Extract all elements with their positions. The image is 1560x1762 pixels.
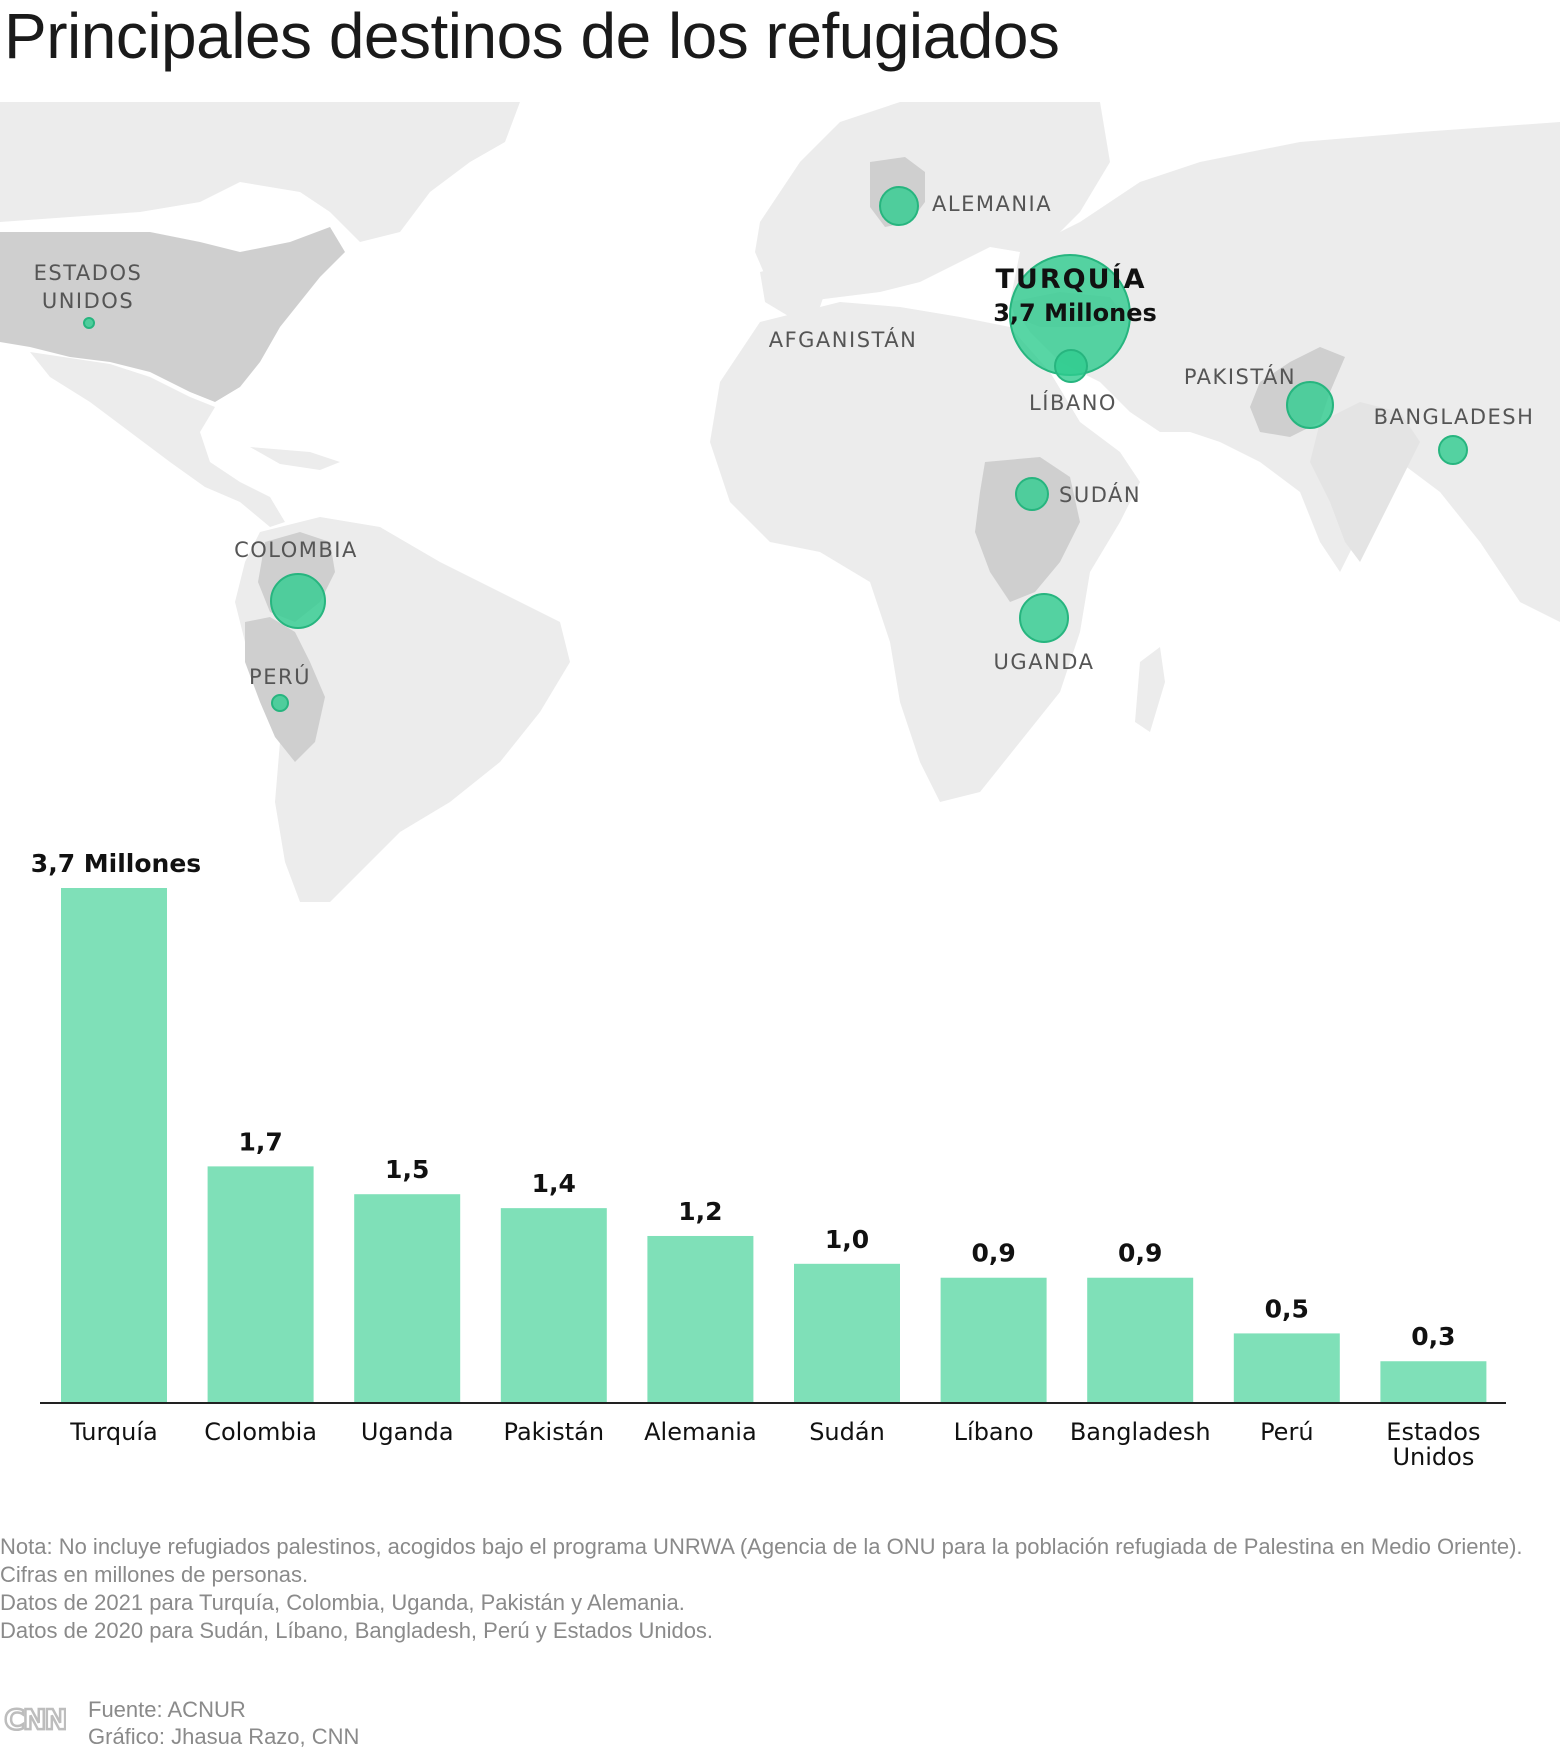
- label-sudan: SUDÁN: [1059, 482, 1141, 507]
- bubble-estados-unidos: [83, 317, 95, 329]
- bar-peru: [1233, 1333, 1340, 1403]
- category-label-estados-unidos-2: Unidos: [1392, 1443, 1474, 1471]
- value-labels-group: 3,7 Millones 1,7 1,5 1,4 1,2 1,0 0,9 0,9 0,5 0,3: [31, 849, 1456, 1351]
- note-line-3: Datos de 2020 para Sudán, Líbano, Bangla…: [0, 1618, 714, 1643]
- label-libano: LÍBANO: [1029, 390, 1117, 415]
- category-label-pakistan: Pakistán: [504, 1418, 605, 1446]
- map-bubbles: [83, 186, 1468, 712]
- land-peru: [245, 617, 325, 762]
- land-iberia: [760, 262, 830, 317]
- land-north-america: [0, 102, 520, 242]
- value-label-pakistan: 1,4: [532, 1169, 576, 1198]
- map-land: [0, 102, 1560, 902]
- land-usa: [0, 227, 345, 402]
- footer: CNN Fuente: ACNUR Gráfico: Jhasua Razo, …: [0, 1684, 700, 1754]
- category-label-colombia: Colombia: [204, 1418, 317, 1446]
- bubble-colombia: [270, 573, 326, 629]
- bar-colombia: [207, 1166, 314, 1403]
- bar-uganda: [354, 1194, 461, 1403]
- label-peru: PERÚ: [249, 664, 311, 689]
- category-label-turquia: Turquía: [69, 1418, 158, 1446]
- land-africa: [710, 302, 1140, 802]
- bar-alemania: [647, 1235, 754, 1403]
- bubble-libano: [1054, 349, 1088, 383]
- value-label-estados-unidos: 0,3: [1411, 1322, 1455, 1351]
- land-caribbean: [250, 447, 340, 470]
- cnn-logo-text: CNN: [4, 1703, 65, 1736]
- bar-pakistan: [500, 1208, 607, 1403]
- category-label-uganda: Uganda: [361, 1418, 454, 1446]
- bubble-peru: [271, 694, 289, 712]
- label-alemania: ALEMANIA: [932, 192, 1052, 216]
- bar-sudan: [794, 1263, 900, 1403]
- land-mexico: [30, 352, 285, 527]
- label-turquia-value: 3,7 Millones: [993, 299, 1157, 327]
- value-label-uganda: 1,5: [385, 1155, 429, 1184]
- bar-estados-unidos: [1380, 1361, 1487, 1403]
- notes: Nota: No incluye refugiados palestinos, …: [0, 1533, 1555, 1645]
- bubble-bangladesh: [1438, 435, 1468, 465]
- category-labels-group: Turquía Colombia Uganda Pakistán Alemania Sud…: [69, 1418, 1480, 1471]
- label-afganistan: AFGANISTÁN: [769, 327, 918, 352]
- credit-text: Gráfico: Jhasua Razo, CNN: [88, 1724, 360, 1749]
- value-label-turquia: 3,7 Millones: [31, 849, 201, 878]
- value-label-peru: 0,5: [1265, 1294, 1309, 1323]
- land-europe: [755, 102, 1110, 302]
- bars-group: [61, 888, 1487, 1403]
- world-map: ESTADOS UNIDOS ALEMANIA TURQUÍA 3,7 Mill…: [0, 102, 1560, 902]
- value-label-colombia: 1,7: [238, 1127, 282, 1156]
- land-sudan: [975, 457, 1080, 602]
- label-pakistan: PAKISTÁN: [1184, 364, 1296, 389]
- bubble-alemania: [879, 186, 919, 226]
- category-label-libano: Líbano: [954, 1418, 1034, 1446]
- category-label-bangladesh: Bangladesh: [1070, 1418, 1211, 1446]
- note-line-2: Datos de 2021 para Turquía, Colombia, Ug…: [0, 1590, 685, 1615]
- bubble-uganda: [1019, 593, 1069, 643]
- category-label-estados-unidos-1: Estados: [1386, 1418, 1480, 1446]
- land-madagascar: [1135, 647, 1165, 732]
- bar-bangladesh: [1087, 1277, 1194, 1403]
- source-text: Fuente: ACNUR: [88, 1697, 246, 1722]
- bar-libano: [940, 1277, 1047, 1403]
- value-label-libano: 0,9: [971, 1239, 1015, 1268]
- note-line-1: Nota: No incluye refugiados palestinos, …: [0, 1534, 1523, 1587]
- value-label-sudan: 1,0: [825, 1225, 869, 1254]
- label-estados-unidos-1: ESTADOS: [34, 261, 143, 285]
- bar-turquia: [61, 888, 167, 1403]
- label-turquia: TURQUÍA: [996, 263, 1147, 295]
- chart-title: Principales destinos de los refugiados: [4, 0, 1060, 72]
- credits: Fuente: ACNUR Gráfico: Jhasua Razo, CNN: [88, 1696, 359, 1750]
- category-label-alemania: Alemania: [644, 1418, 757, 1446]
- bubble-pakistan: [1286, 381, 1334, 429]
- cnn-logo: CNN: [4, 1702, 66, 1736]
- bubble-sudan: [1015, 477, 1049, 511]
- label-uganda: UGANDA: [994, 650, 1095, 674]
- category-label-sudan: Sudán: [809, 1418, 885, 1446]
- category-label-peru: Perú: [1260, 1418, 1313, 1446]
- map-labels: ESTADOS UNIDOS ALEMANIA TURQUÍA 3,7 Mill…: [34, 192, 1535, 689]
- value-label-bangladesh: 0,9: [1118, 1239, 1162, 1268]
- label-estados-unidos-2: UNIDOS: [42, 289, 134, 313]
- land-india: [1310, 402, 1420, 562]
- label-bangladesh: BANGLADESH: [1374, 405, 1535, 429]
- label-colombia: COLOMBIA: [234, 538, 358, 562]
- value-label-alemania: 1,2: [678, 1197, 722, 1226]
